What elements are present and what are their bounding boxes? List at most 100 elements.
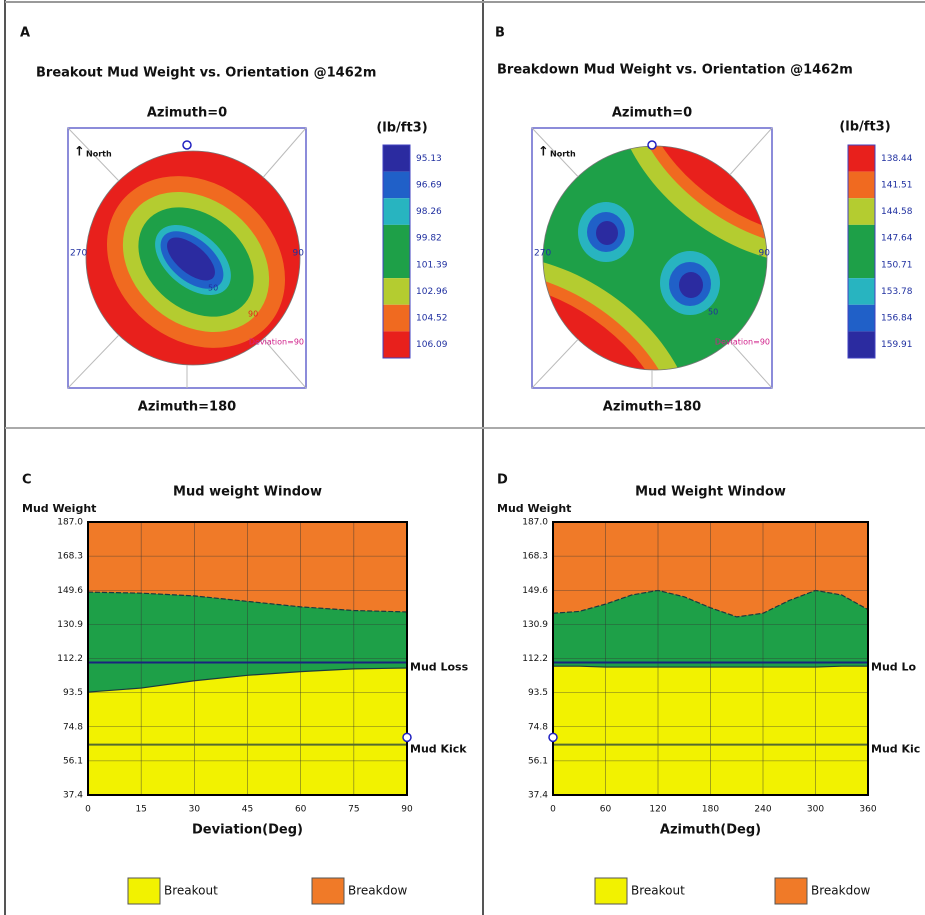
plot-frame (87, 521, 408, 796)
unit-label: (lb/ft3) (839, 120, 890, 135)
guide-line (262, 127, 307, 178)
panel-label: B (495, 26, 505, 41)
y-tick-label: 56.1 (528, 756, 548, 766)
colorbar-cell (848, 304, 875, 332)
guide-line (729, 127, 773, 176)
legend-swatch (594, 877, 628, 905)
chart-title: Mud weight Window (173, 485, 322, 500)
contour-band (631, 146, 767, 248)
x-axis-label: Azimuth(Deg) (660, 823, 761, 838)
chart-title: Mud Weight Window (635, 485, 786, 500)
axis-label: Azimuth=180 (603, 400, 701, 415)
x-tick-label: 300 (807, 805, 824, 815)
marker (402, 732, 412, 743)
legend-label: Breakdow (811, 884, 871, 898)
colorbar-label: 156.84 (881, 314, 913, 324)
unit-label: (lb/ft3) (376, 121, 427, 136)
x-tick-label: 90 (401, 805, 413, 815)
x-tick-label: 60 (600, 805, 612, 815)
dir-label: 90 (759, 249, 771, 259)
colorbar-cell (848, 251, 875, 279)
limit-label: Mud Lo (871, 661, 916, 674)
contour-band (543, 255, 695, 370)
y-tick-label: 93.5 (528, 688, 548, 698)
colorbar-cell (848, 224, 875, 252)
north-marker (647, 140, 657, 150)
contour-band (615, 146, 767, 265)
inner-label: 50 (708, 308, 718, 317)
limit-label: Mud Kick (410, 743, 467, 756)
colorbar-cell (848, 171, 875, 199)
y-tick-label: 130.9 (522, 620, 548, 630)
y-axis-label: Mud Weight (497, 502, 571, 515)
north-marker (182, 140, 192, 150)
guide-line (531, 339, 579, 389)
colorbar-label: 104.52 (416, 314, 448, 324)
x-tick-label: 180 (702, 805, 719, 815)
chart-title: Breakdown Mud Weight vs. Orientation @14… (497, 63, 853, 78)
y-tick-label: 56.1 (63, 756, 83, 766)
colorbar-label: 106.09 (416, 340, 448, 350)
contour-band (543, 283, 669, 370)
legend-label: Breakdow (348, 884, 408, 898)
colorbar-cell (848, 278, 875, 305)
dir-label: 90 (293, 249, 305, 259)
x-tick-label: 75 (348, 805, 359, 815)
panel-label: D (497, 473, 508, 488)
panel-label: C (22, 473, 32, 488)
colorbar-label: 98.26 (416, 207, 442, 217)
colorbar-label: 141.51 (881, 180, 913, 190)
legend-swatch (311, 877, 345, 905)
guide-line (531, 127, 579, 177)
legend-label: Breakout (164, 884, 218, 898)
contour-band (543, 272, 679, 370)
north-label: North (86, 150, 112, 159)
colorbar-cell (848, 198, 875, 225)
colorbar-frame (382, 144, 411, 359)
chart-title: Breakout Mud Weight vs. Orientation @146… (36, 66, 376, 81)
north-arrow: ↑ (538, 145, 549, 160)
colorbar-cell (383, 304, 410, 332)
x-tick-label: 240 (754, 805, 771, 815)
colorbar-label: 147.64 (881, 234, 913, 244)
legend-label: Breakout (631, 884, 685, 898)
dir-label: 270 (70, 249, 87, 259)
y-tick-label: 187.0 (522, 518, 548, 528)
colorbar-label: 102.96 (416, 287, 448, 297)
x-tick-label: 0 (550, 805, 556, 815)
colorbar-label: 144.58 (881, 207, 913, 217)
y-tick-label: 149.6 (57, 586, 83, 596)
north-label: North (550, 150, 576, 159)
x-tick-label: 30 (189, 805, 201, 815)
y-tick-label: 93.5 (63, 688, 83, 698)
inner-label: 50 (208, 284, 218, 293)
y-tick-label: 187.0 (57, 518, 83, 528)
y-axis-label: Mud Weight (22, 502, 96, 515)
colorbar-label: 153.78 (881, 287, 913, 297)
colorbar-label: 101.39 (416, 260, 448, 270)
y-tick-label: 168.3 (522, 552, 548, 562)
limit-label: Mud Loss (410, 661, 469, 674)
x-tick-label: 15 (135, 805, 146, 815)
y-tick-label: 37.4 (63, 791, 83, 801)
x-tick-label: 0 (85, 805, 91, 815)
colorbar-cell (848, 145, 875, 172)
colorbar-label: 150.71 (881, 260, 913, 270)
colorbar-cell (383, 251, 410, 279)
plot-frame (552, 521, 869, 796)
y-tick-label: 112.2 (522, 654, 548, 664)
y-tick-label: 37.4 (528, 791, 548, 801)
axis-label: Azimuth=0 (147, 106, 227, 121)
colorbar-label: 159.91 (881, 340, 913, 350)
contour-band (596, 221, 618, 245)
contour-group (543, 146, 767, 370)
colorbar-label: 95.13 (416, 154, 442, 164)
north-arrow: ↑ (74, 145, 85, 160)
contour-band (679, 272, 703, 298)
colorbar-label: 99.82 (416, 234, 442, 244)
guide-line (67, 334, 120, 389)
x-axis-label: Deviation(Deg) (192, 823, 303, 838)
legend-swatch (774, 877, 808, 905)
colorbar-cell (383, 278, 410, 305)
